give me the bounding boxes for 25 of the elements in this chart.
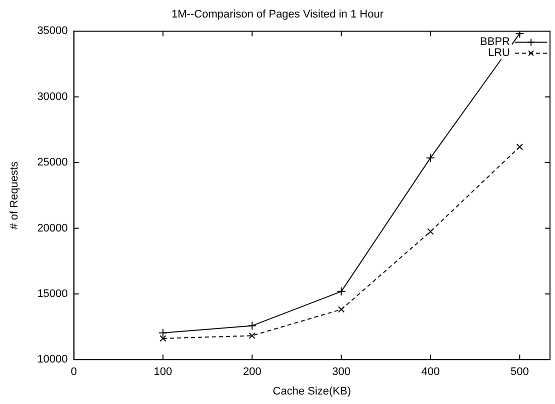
point: [248, 332, 256, 340]
point: [515, 31, 524, 38]
y-tick-label: 35000: [37, 25, 68, 38]
x-tick-label: 0: [70, 366, 77, 378]
point: [516, 143, 524, 150]
y-tick-label: 25000: [37, 156, 68, 169]
x-tick-label: 500: [510, 366, 529, 378]
x-tick-label: 200: [242, 366, 262, 378]
x-tick-label: 300: [332, 366, 351, 378]
point: [426, 153, 435, 162]
legend-label: LRU: [488, 47, 510, 60]
y-axis-title: # of Requests: [8, 160, 21, 230]
x-axis-title: Cache Size(KB): [272, 385, 352, 398]
chart-title: 1M--Comparison of Pages Visited in 1 Hour: [172, 8, 384, 21]
y-tick-label: 15000: [37, 288, 68, 300]
point: [336, 286, 346, 296]
point: [427, 228, 434, 235]
legend-label: BBPR: [480, 36, 510, 48]
y-tick-label: 10000: [37, 354, 68, 366]
y-tick-label: 20000: [37, 222, 68, 234]
x-tick-label: 400: [421, 366, 440, 378]
y-tick-label: 30000: [37, 90, 68, 103]
point: [338, 306, 345, 313]
x-tick-label: 100: [154, 366, 172, 378]
point: [248, 321, 257, 330]
